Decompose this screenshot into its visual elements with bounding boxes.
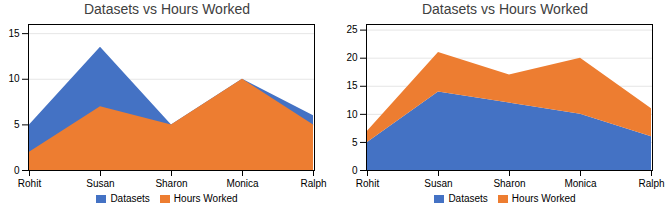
svg-text:Monica: Monica: [226, 178, 259, 189]
html-text:Datasets: Datasets: [110, 193, 150, 204]
svg-text:Sharon: Sharon: [155, 178, 187, 189]
svg-text:5: 5: [352, 137, 358, 148]
svg-text:20: 20: [346, 52, 358, 63]
html-text:Datasets vs Hours Worked: Datasets vs Hours Worked: [421, 1, 589, 17]
svg-text:0: 0: [14, 165, 20, 176]
svg-text:Monica: Monica: [564, 178, 597, 189]
html-text:Hours Worked: Hours Worked: [511, 193, 576, 204]
svg-text:0: 0: [352, 165, 358, 176]
svg-text:Rohit: Rohit: [18, 178, 42, 189]
svg-text:Rohit: Rohit: [356, 178, 380, 189]
svg-text:5: 5: [14, 119, 20, 130]
svg-text:15: 15: [8, 28, 20, 39]
svg-text:Susan: Susan: [424, 178, 452, 189]
svg-text:15: 15: [346, 80, 358, 91]
svg-text:Ralph: Ralph: [300, 178, 326, 189]
svg-text:Susan: Susan: [86, 178, 114, 189]
svg-text:25: 25: [346, 24, 358, 35]
html-text:Datasets: Datasets: [448, 193, 488, 204]
html-text:Datasets vs Hours Worked: Datasets vs Hours Worked: [83, 1, 251, 17]
svg-text:Sharon: Sharon: [493, 178, 525, 189]
svg-text:10: 10: [346, 109, 358, 120]
svg-text:Ralph: Ralph: [638, 178, 664, 189]
svg-text:10: 10: [8, 73, 20, 84]
html-text:Hours Worked: Hours Worked: [173, 193, 238, 204]
